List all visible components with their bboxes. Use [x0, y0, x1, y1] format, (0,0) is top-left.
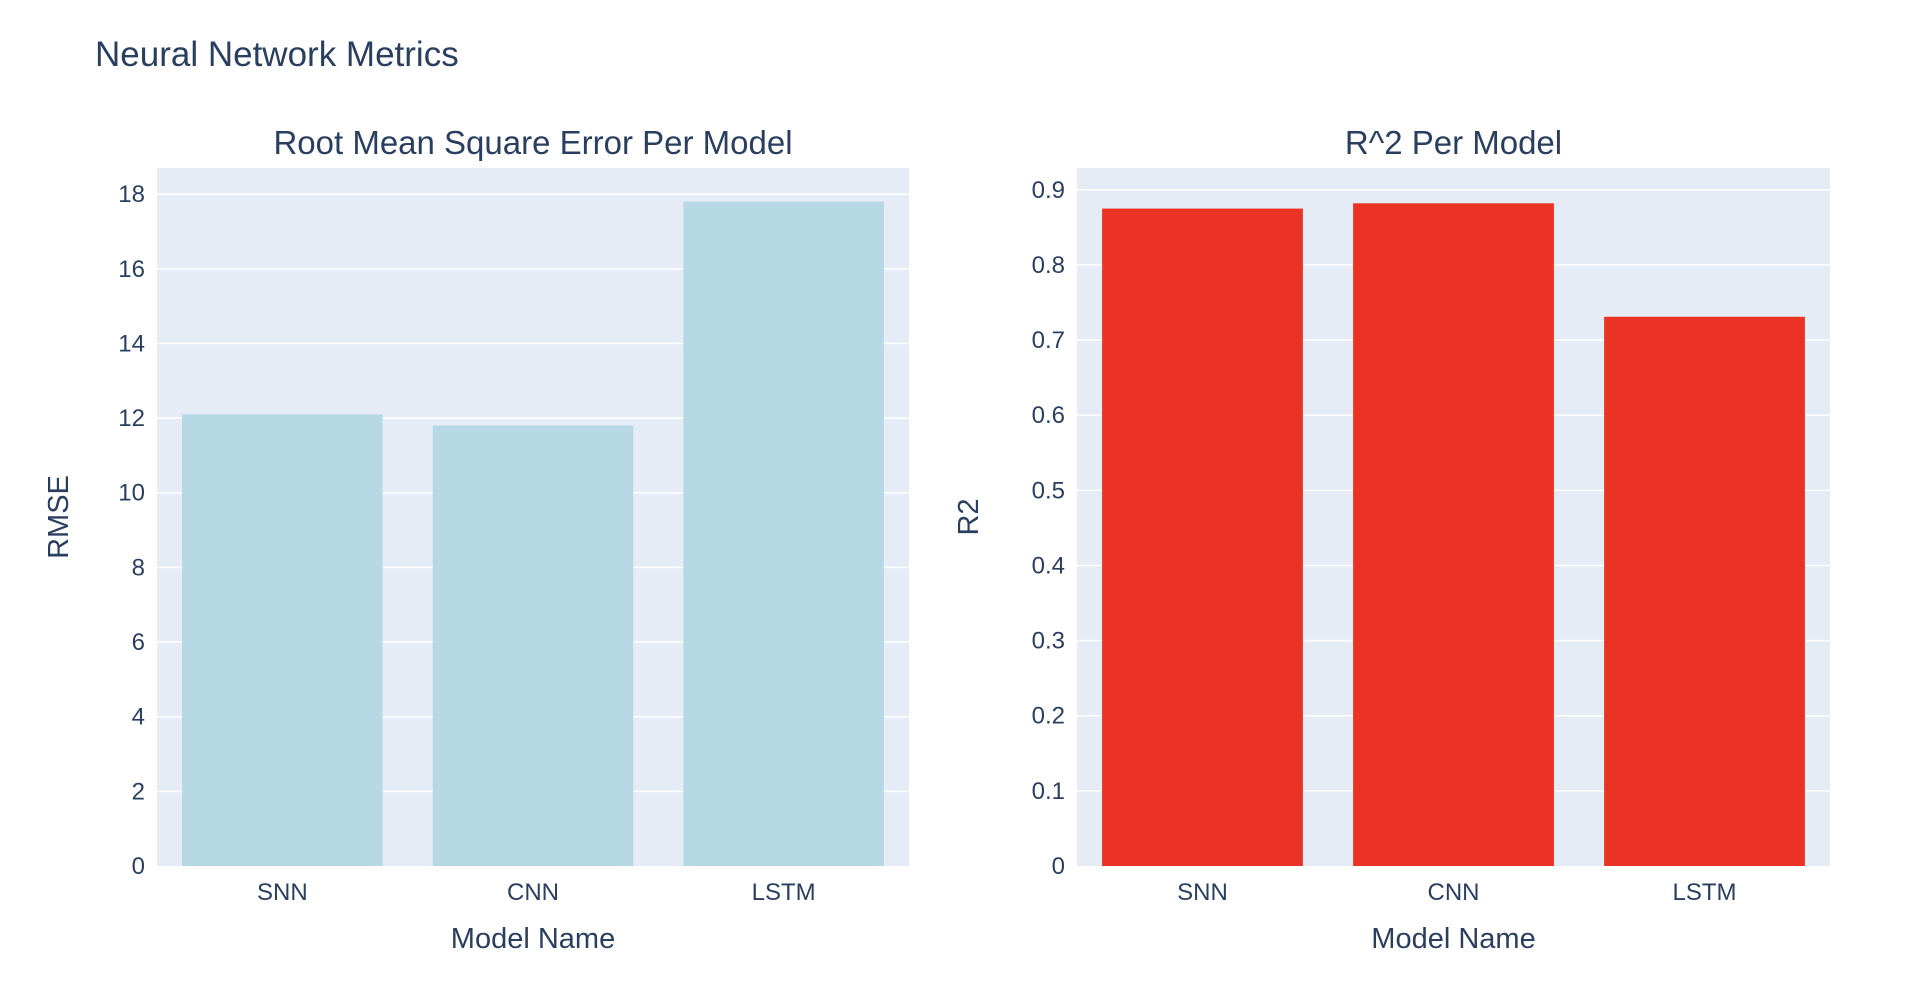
- rmse-x-axis-title: Model Name: [451, 923, 615, 955]
- r2-y-tick-label: 0.6: [1032, 402, 1065, 429]
- rmse-x-tick-label: SNN: [257, 879, 308, 906]
- figure-title: Neural Network Metrics: [95, 35, 459, 74]
- rmse-x-tick-label: CNN: [507, 879, 559, 906]
- rmse-x-tick-label: LSTM: [752, 879, 816, 906]
- r2-subplot-title: R^2 Per Model: [1345, 124, 1562, 161]
- r2-subplot: 0 0.1 0.2 0.3 0.4 0.5 0.6 0.7 0.8 0.9 SNN CNN LSTM R^…: [953, 124, 1830, 955]
- r2-y-tick-label: 0.1: [1032, 778, 1065, 805]
- r2-y-tick-label: 0.5: [1032, 477, 1065, 504]
- rmse-bar-cnn: [432, 425, 634, 866]
- rmse-y-tick-label: 16: [118, 256, 145, 283]
- r2-x-tick-label: LSTM: [1672, 879, 1736, 906]
- r2-x-axis-title: Model Name: [1371, 923, 1535, 955]
- rmse-y-tick-label: 0: [132, 853, 145, 880]
- rmse-y-tick-label: 14: [118, 330, 145, 357]
- rmse-bar-lstm: [683, 201, 884, 867]
- rmse-subplot-title: Root Mean Square Error Per Model: [273, 124, 792, 161]
- r2-y-tick-label: 0.2: [1032, 703, 1065, 730]
- rmse-y-axis-title: RMSE: [43, 475, 75, 559]
- r2-x-tick-label: SNN: [1177, 879, 1228, 906]
- rmse-bar-snn: [182, 414, 383, 866]
- rmse-y-tick-label: 4: [132, 704, 145, 731]
- rmse-y-tick-label: 2: [132, 778, 145, 805]
- r2-y-tick-label: 0.8: [1032, 252, 1065, 279]
- rmse-y-tick-label: 10: [118, 480, 145, 507]
- rmse-y-tick-label: 8: [132, 554, 145, 581]
- rmse-y-tick-label: 6: [132, 629, 145, 656]
- rmse-y-tick-label: 12: [118, 405, 145, 432]
- r2-y-tick-label: 0.3: [1032, 628, 1065, 655]
- rmse-subplot: 0 2 4 6 8 10 12 14 16 18 SNN CNN LSTM Root Mean Squar…: [43, 124, 909, 955]
- r2-bar-cnn: [1353, 203, 1554, 866]
- r2-y-tick-label: 0.7: [1032, 327, 1065, 354]
- r2-y-tick-label: 0.4: [1032, 552, 1065, 579]
- r2-bar-snn: [1102, 208, 1303, 867]
- r2-y-tick-label: 0.9: [1032, 177, 1065, 204]
- r2-y-axis-title: R2: [953, 498, 985, 535]
- rmse-y-tick-label: 18: [118, 181, 145, 208]
- r2-y-tick-label: 0: [1052, 853, 1065, 880]
- r2-x-tick-label: CNN: [1428, 879, 1480, 906]
- r2-bar-lstm: [1604, 316, 1805, 866]
